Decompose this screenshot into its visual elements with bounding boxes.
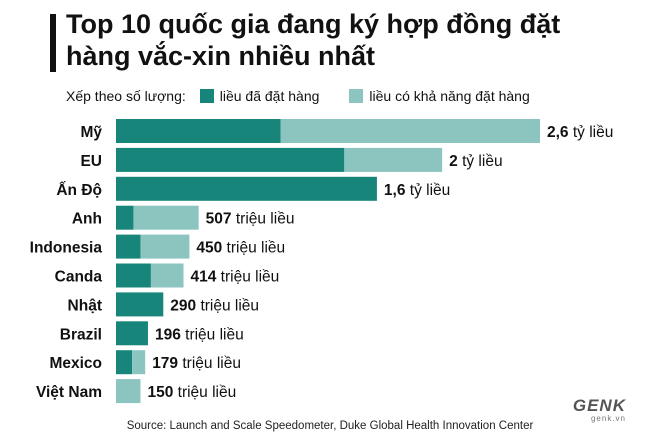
- legend-label-ordered: liều đã đặt hàng: [219, 88, 320, 104]
- brand-logo: GENK: [572, 396, 626, 415]
- total-label: 196 triệu liều: [155, 326, 244, 343]
- bar-potential: [140, 234, 190, 259]
- chart-title: Top 10 quốc gia đang ký hợp đồng đặt hàn…: [66, 9, 561, 71]
- bar-ordered: [116, 176, 377, 201]
- total-label: 2,6 tỷ liều: [547, 124, 613, 141]
- bar-ordered: [116, 321, 148, 346]
- total-label: 414 triệu liều: [191, 269, 280, 286]
- category-label: Mexico: [49, 355, 102, 372]
- legend-label-potential: liều có khả năng đặt hàng: [369, 88, 530, 104]
- total-label: 507 triệu liều: [206, 211, 295, 228]
- bar-potential: [132, 350, 146, 375]
- bar-potential: [280, 119, 540, 143]
- bar-potential: [116, 379, 141, 404]
- total-label: 150 triệu liều: [147, 384, 236, 401]
- category-label: Anh: [72, 211, 102, 228]
- category-label: Việt Nam: [36, 384, 102, 401]
- bar-potential: [150, 263, 184, 288]
- total-label: 450 triệu liều: [196, 240, 285, 257]
- bar-ordered: [116, 350, 133, 375]
- title-accent-bar: [50, 14, 56, 72]
- bar-ordered: [116, 147, 345, 172]
- bar-ordered: [116, 234, 141, 259]
- legend-prefix: Xếp theo số lượng:: [66, 88, 186, 104]
- bar-potential: [133, 205, 199, 230]
- bar-potential: [344, 147, 443, 172]
- category-label: Indonesia: [30, 240, 103, 257]
- category-label: Mỹ: [80, 124, 102, 141]
- category-label: Ấn Độ: [56, 182, 102, 199]
- bar-chart: Mỹ 2,6 tỷ liều EU 2 tỷ liều Ấn Độ 1,6 tỷ liều…: [30, 119, 613, 404]
- bar-ordered: [116, 205, 134, 230]
- bar-ordered: [116, 119, 281, 143]
- total-label: 179 triệu liều: [152, 355, 241, 372]
- legend-swatch-ordered: [199, 89, 214, 103]
- category-label: EU: [80, 153, 102, 170]
- brand-url: genk.vn: [590, 414, 626, 423]
- category-label: Nhật: [68, 297, 102, 314]
- source-note: Source: Launch and Scale Speedometer, Du…: [126, 420, 534, 432]
- legend-swatch-potential: [349, 89, 364, 103]
- category-label: Canda: [55, 269, 103, 286]
- total-label: 2 tỷ liều: [449, 153, 502, 170]
- category-label: Brazil: [60, 326, 102, 343]
- legend: Xếp theo số lượng: liều đã đặt hàng liều…: [66, 86, 546, 106]
- total-label: 290 triệu liều: [170, 297, 259, 314]
- total-label: 1,6 tỷ liều: [384, 182, 450, 199]
- bar-ordered: [116, 292, 164, 317]
- bar-ordered: [116, 263, 151, 288]
